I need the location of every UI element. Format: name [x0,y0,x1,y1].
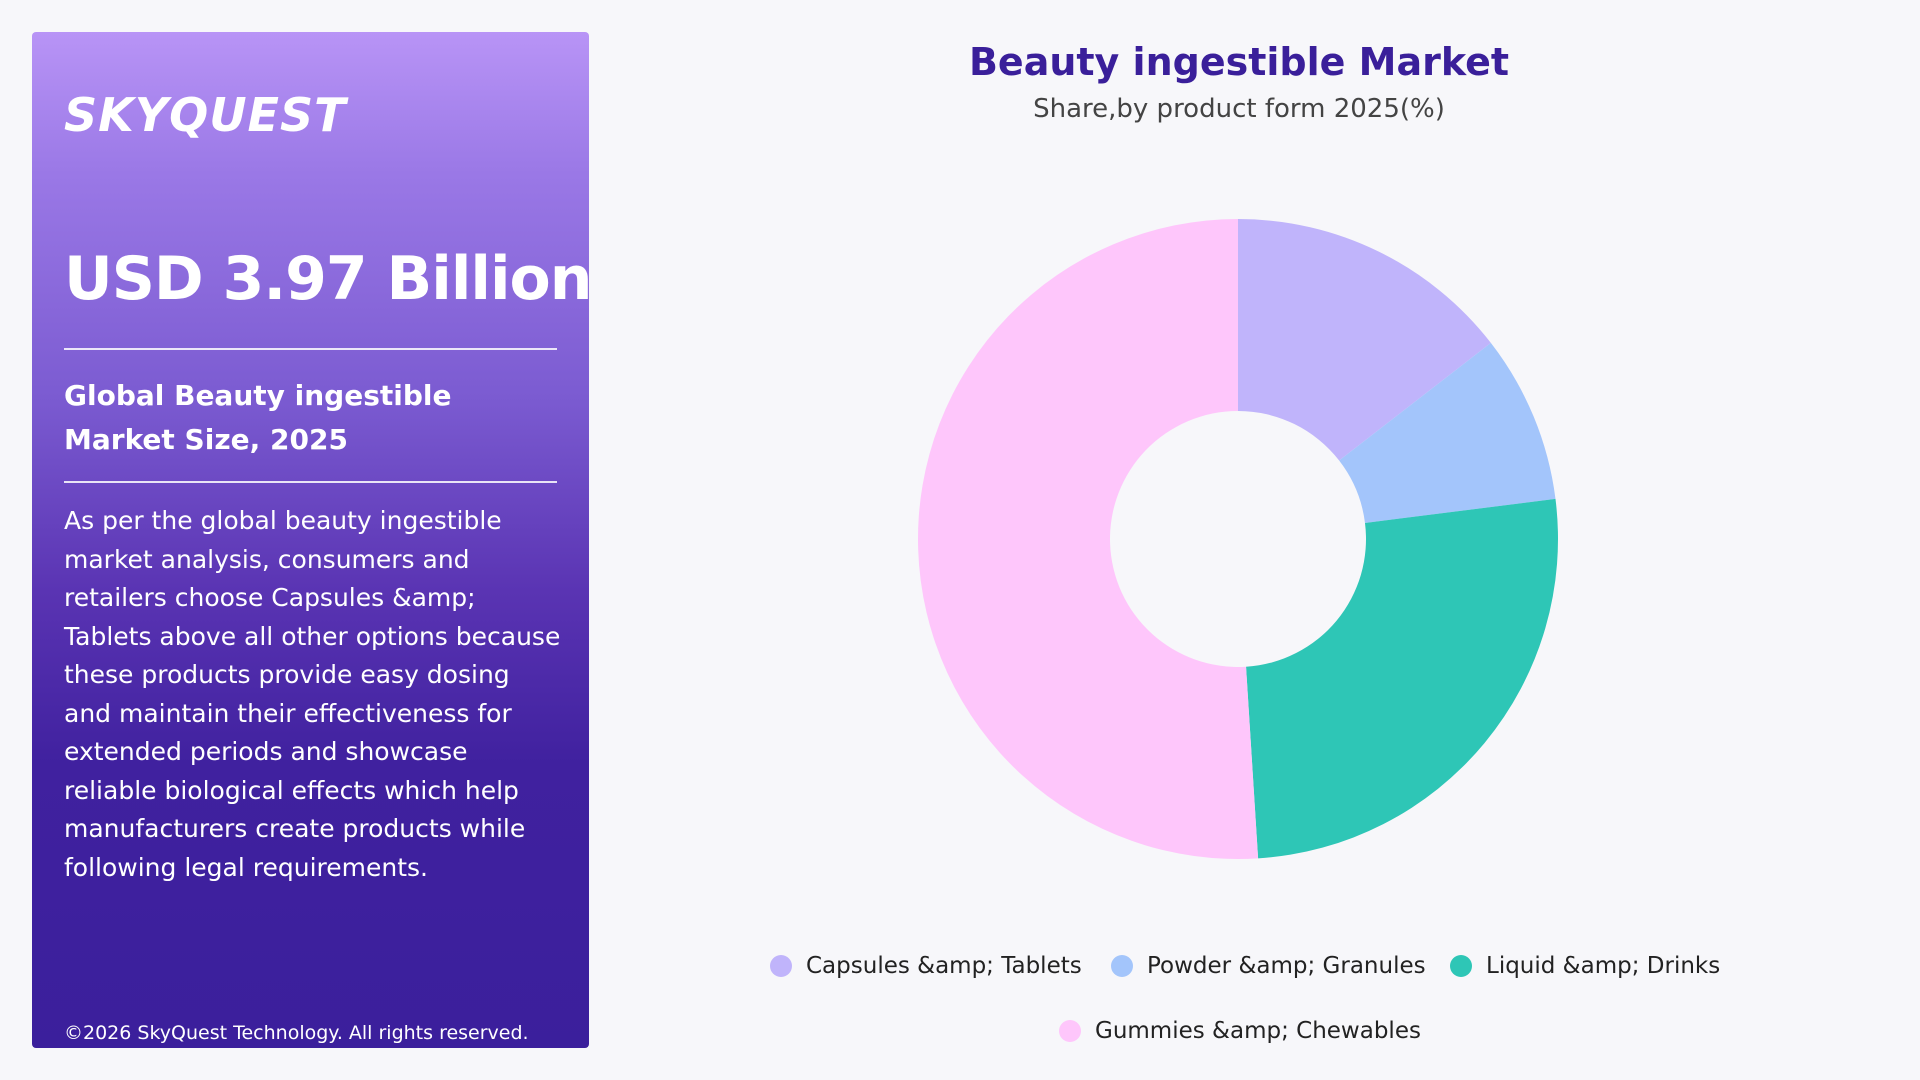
market-size-subtitle: Global Beauty ingestible Market Size, 20… [64,379,452,456]
legend-item-capsules-tablets[interactable]: Capsules &amp; Tablets [770,953,1082,979]
legend-item-powder-granules[interactable]: Powder &amp; Granules [1111,953,1426,979]
donut-slice-capsules-and-tablets[interactable] [1238,219,1491,461]
chart-subtitle: Share,by product form 2025(%) [1033,94,1445,124]
divider [64,481,557,483]
info-panel: SKYQUEST USD 3.97 Billion Global Beauty … [32,32,592,1048]
legend-swatch [770,955,792,977]
skyquest-logo: SKYQUEST [64,88,347,142]
legend-label: Gummies &amp; Chewables [1095,1018,1421,1044]
legend-label: Liquid &amp; Drinks [1486,953,1721,979]
legend-label: Powder &amp; Granules [1147,953,1426,979]
legend-label: Capsules &amp; Tablets [806,953,1082,979]
donut-slice-gummies-and-chewables[interactable] [917,219,1259,860]
donut-slice-liquid-and-drinks[interactable] [1246,498,1558,859]
legend-item-liquid-drinks[interactable]: Liquid &amp; Drinks [1450,953,1720,979]
divider [64,348,557,350]
copyright-text: ©2026 SkyQuest Technology. All rights re… [64,1022,529,1044]
market-value: USD 3.97 Billion [64,244,592,314]
market-description: As per the global beauty ingestible mark… [64,506,561,882]
legend-swatch [1450,955,1472,977]
legend-swatch [1059,1020,1081,1042]
chart-title: Beauty ingestible Market [968,40,1510,84]
legend-item-gummies-chewables[interactable]: Gummies &amp; Chewables [1059,1018,1421,1044]
donut-slice-powder-and-granules[interactable] [1339,342,1556,523]
legend-swatch [1111,955,1133,977]
